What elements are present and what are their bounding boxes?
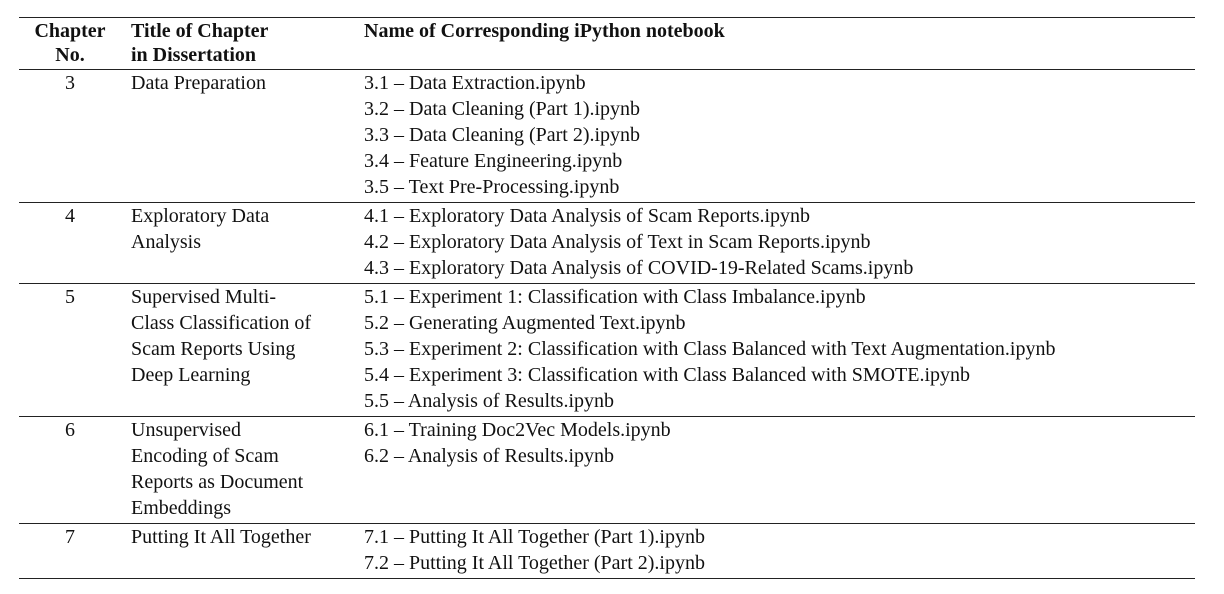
chapter-number: 4 xyxy=(65,205,75,227)
notebook-name: 3.2 – Data Cleaning (Part 1).ipynb xyxy=(364,98,641,120)
table-body: 3 Data Preparation 3.1 – Data Extraction.i… xyxy=(19,69,1195,579)
notebook-name: 4.2 – Exploratory Data Analysis of Text … xyxy=(364,231,871,253)
header-notebook: Name of Corresponding iPython notebook xyxy=(364,20,725,42)
notebook-name: 5.1 – Experiment 1: Classification with … xyxy=(364,286,866,308)
table-row: 5 Supervised Multi- Class Classification o… xyxy=(19,283,1195,416)
chapter-title-line: Unsupervised xyxy=(131,419,241,441)
notebook-name: 3.4 – Feature Engineering.ipynb xyxy=(364,150,623,172)
chapter-title-line: Analysis xyxy=(131,231,201,253)
table-row: 3 Data Preparation 3.1 – Data Extraction.i… xyxy=(19,69,1195,202)
chapter-notebook-table: Chapter No. Title of Chapter in Disserta… xyxy=(19,17,1195,579)
notebook-name: 7.1 – Putting It All Together (Part 1).i… xyxy=(364,526,705,548)
chapter-title-line: Reports as Document xyxy=(131,471,304,493)
header-chapter-no-line: No. xyxy=(55,44,85,66)
chapter-title-line: Encoding of Scam xyxy=(131,445,279,467)
notebook-list: 7.1 – Putting It All Together (Part 1).i… xyxy=(364,524,705,576)
header-title-line: Title of Chapter xyxy=(131,20,269,42)
chapter-title-line: Deep Learning xyxy=(131,364,251,386)
notebook-name: 5.2 – Generating Augmented Text.ipynb xyxy=(364,312,686,334)
notebook-list: 3.1 – Data Extraction.ipynb 3.2 – Data Cl… xyxy=(364,70,640,200)
notebook-name: 6.1 – Training Doc2Vec Models.ipynb xyxy=(364,419,671,441)
chapter-title: Supervised Multi- Class Classification of… xyxy=(131,284,351,388)
chapter-title-line: Embeddings xyxy=(131,497,231,519)
chapter-title: Data Preparation xyxy=(131,70,351,96)
chapter-number: 5 xyxy=(65,286,75,308)
notebook-name: 3.3 – Data Cleaning (Part 2).ipynb xyxy=(364,124,641,146)
table-row: 7 Putting It All Together 7.1 – Putting It… xyxy=(19,523,1195,579)
chapter-title-line: Scam Reports Using xyxy=(131,338,296,360)
notebook-name: 3.1 – Data Extraction.ipynb xyxy=(364,72,586,94)
chapter-title: Unsupervised Encoding of Scam Reports as D… xyxy=(131,417,351,521)
chapter-title-line: Supervised Multi- xyxy=(131,286,276,308)
chapter-title-line: Data Preparation xyxy=(131,72,266,94)
chapter-title-line: Class Classification of xyxy=(131,312,311,334)
chapter-title: Putting It All Together xyxy=(131,524,351,550)
chapter-title-line: Exploratory Data xyxy=(131,205,270,227)
notebook-name: 5.3 – Experiment 2: Classification with … xyxy=(364,338,1056,360)
notebook-name: 3.5 – Text Pre-Processing.ipynb xyxy=(364,176,620,198)
notebook-name: 5.5 – Analysis of Results.ipynb xyxy=(364,390,615,412)
notebook-name: 6.2 – Analysis of Results.ipynb xyxy=(364,445,615,467)
chapter-title-line: Putting It All Together xyxy=(131,526,311,548)
header-title-line: in Dissertation xyxy=(131,44,256,66)
notebook-name: 7.2 – Putting It All Together (Part 2).i… xyxy=(364,552,705,574)
chapter-number: 3 xyxy=(65,72,75,94)
notebook-name: 4.3 – Exploratory Data Analysis of COVID… xyxy=(364,257,914,279)
table-header: Chapter No. Title of Chapter in Disserta… xyxy=(19,17,1195,69)
chapter-title: Exploratory Data Analysis xyxy=(131,203,351,255)
notebook-list: 4.1 – Exploratory Data Analysis of Scam … xyxy=(364,203,913,281)
table-top-rule xyxy=(19,17,1195,18)
notebook-list: 6.1 – Training Doc2Vec Models.ipynb 6.2 –… xyxy=(364,417,671,469)
table-row: 6 Unsupervised Encoding of Scam Reports as … xyxy=(19,416,1195,523)
header-title: Title of Chapter in Dissertation xyxy=(131,19,351,67)
table-row: 4 Exploratory Data Analysis 4.1 – Explorato… xyxy=(19,202,1195,283)
notebook-list: 5.1 – Experiment 1: Classification with … xyxy=(364,284,1055,414)
chapter-number: 7 xyxy=(65,526,75,548)
header-chapter-no: Chapter No. xyxy=(19,19,121,67)
notebook-name: 5.4 – Experiment 3: Classification with … xyxy=(364,364,971,386)
notebook-name: 4.1 – Exploratory Data Analysis of Scam … xyxy=(364,205,811,227)
header-chapter-no-line: Chapter xyxy=(34,20,106,42)
chapter-number: 6 xyxy=(65,419,75,441)
